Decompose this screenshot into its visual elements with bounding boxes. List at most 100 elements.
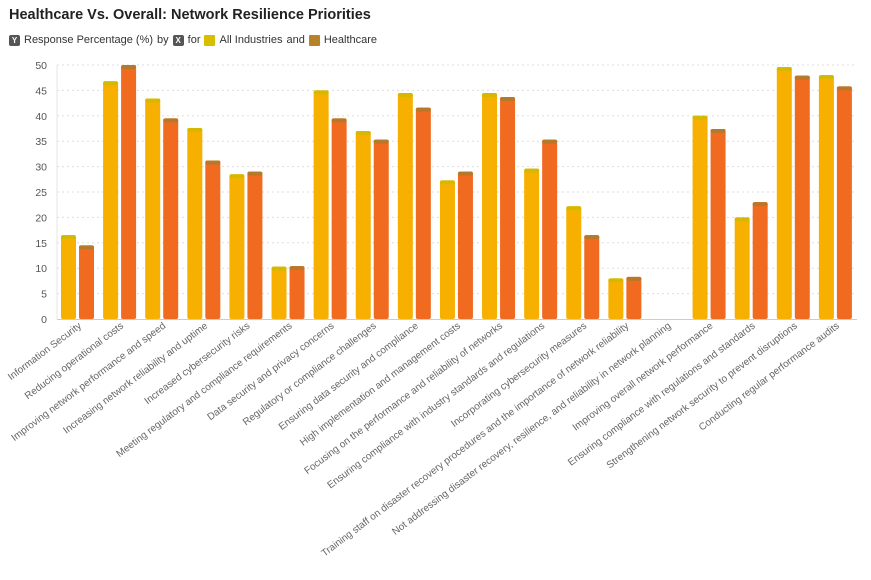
for-label: for [187,34,201,46]
x-tick-label: Not addressing disaster recovery, resili… [390,321,673,538]
y-tick-label: 15 [35,238,47,250]
bar-cap [121,65,137,69]
y-tick-label: 20 [35,212,47,224]
legend-swatch-healthcare [308,34,320,46]
bar-all-industries [355,131,371,319]
bar-cap [692,115,708,120]
bar-all-industries [524,168,540,319]
bar-cap [818,75,834,80]
bar-all-industries [482,92,498,319]
bar-all-industries [734,217,750,319]
bar-cap [163,118,179,123]
bar-all-industries [313,90,329,320]
bar-cap [61,235,76,240]
bar-all-industries [776,67,792,319]
bar-all-industries [61,235,76,319]
x-tick-label: Improving network performance and speed [10,321,168,444]
bar-healthcare [457,171,473,319]
bar-cap [415,107,431,112]
bar-healthcare [710,129,726,319]
bar-cap [836,86,852,91]
bar-cap [710,129,726,134]
bar-healthcare [79,245,94,319]
y-tick-label: 50 [35,60,47,72]
x-axis-icon: X [172,34,184,46]
bar-all-industries [566,206,582,319]
bar-healthcare [500,97,516,319]
by-label: by [157,34,169,46]
bar-healthcare [752,202,768,319]
bar-cap [500,97,516,102]
y-tick-label: 10 [35,263,47,275]
bar-healthcare [794,75,810,319]
bar-cap [794,75,810,80]
bar-healthcare [415,107,431,319]
bar-cap [457,171,473,176]
bar-all-industries [229,174,245,319]
and-label: and [286,34,305,46]
bar-all-industries [439,180,455,319]
bar-cap [776,67,792,72]
legend-label-healthcare[interactable]: Healthcare [323,34,378,46]
bar-healthcare [626,276,642,319]
bar-cap [145,98,161,103]
bar-cap [626,276,642,281]
bar-healthcare [121,65,137,319]
bar-cap [524,168,540,173]
chart-legend: Y Response Percentage (%) by X for All I… [9,34,377,46]
bar-healthcare [584,235,600,319]
y-tick-label: 5 [41,289,47,301]
bar-all-industries [271,266,287,319]
bar-cap [313,90,329,95]
bar-cap [439,180,455,185]
chart-title: Healthcare Vs. Overall: Network Resilien… [9,7,371,23]
bar-healthcare [373,139,389,319]
y-axis-icon: Y [9,34,20,46]
legend-swatch-all-industries [204,34,216,46]
bar-healthcare [205,160,221,319]
bar-all-industries [692,115,708,319]
bar-all-industries [608,278,624,319]
bar-healthcare [836,86,852,319]
bar-cap [271,266,287,271]
bar-all-industries [397,92,413,319]
x-tick-label: High implementation and management costs [298,321,463,449]
bar-healthcare [247,171,263,319]
bar-all-industries [187,127,203,319]
bar-cap [331,118,347,123]
bar-cap [482,92,498,97]
bar-cap [355,131,371,136]
bar-cap [566,206,582,211]
y-tick-label: 45 [35,85,47,97]
bar-cap [187,127,203,132]
bar-cap [752,202,768,207]
y-measure-label: Response Percentage (%) [24,34,154,46]
y-tick-label: 35 [35,136,47,148]
bar-cap [584,235,600,240]
bar-healthcare [163,118,179,319]
legend-label-all-industries[interactable]: All Industries [219,34,283,46]
y-tick-label: 40 [35,111,47,123]
bar-cap [608,278,624,283]
bar-cap [79,245,94,250]
bar-cap [734,217,750,222]
bar-cap [229,174,245,179]
x-tick-label: Information Security [6,321,84,383]
bar-cap [373,139,389,144]
x-tick-label: Focusing on the performance and reliabil… [303,321,505,477]
bar-all-industries [103,81,119,319]
y-tick-label: 0 [41,314,47,326]
bar-cap [542,139,558,144]
bar-all-industries [818,75,834,319]
bar-cap [103,81,119,86]
bar-cap [205,160,221,165]
x-tick-label: Strengthening network security to preven… [605,321,800,472]
y-tick-label: 30 [35,162,47,174]
bar-all-industries [145,98,161,319]
bar-healthcare [331,118,347,319]
bar-healthcare [289,266,305,319]
bar-cap [397,92,413,97]
y-tick-label: 25 [35,187,47,199]
